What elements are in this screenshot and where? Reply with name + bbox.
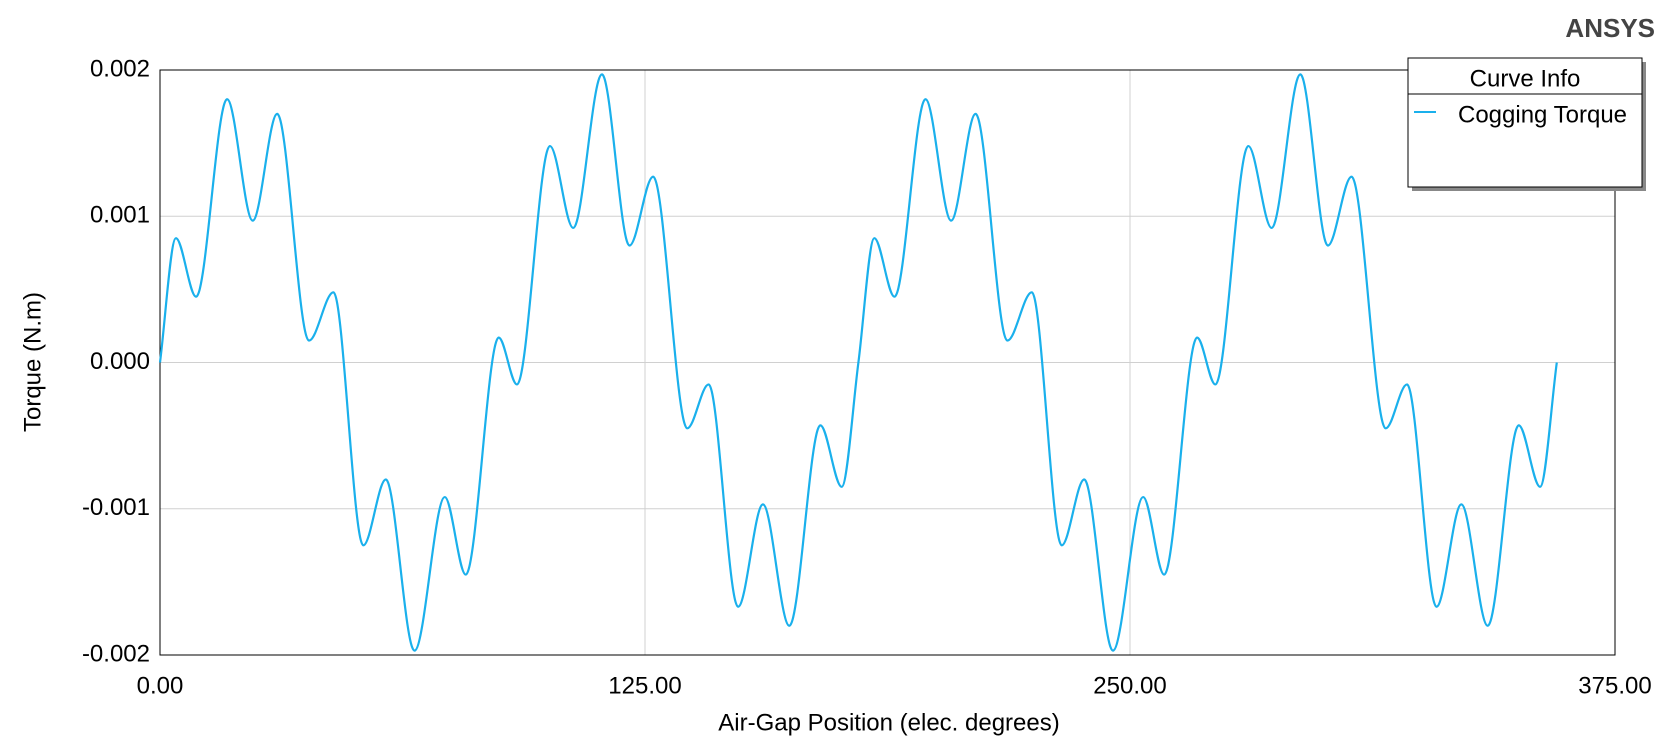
x-tick-label: 250.00 (1093, 672, 1166, 699)
brand: ANSYS (1565, 13, 1655, 43)
legend-box (1407, 57, 1643, 188)
y-tick-label: 0.000 (90, 348, 150, 375)
legend-title: Curve Info (1470, 65, 1581, 92)
y-tick-label: -0.002 (82, 640, 150, 667)
y-tick-label: -0.001 (82, 494, 150, 521)
x-tick-label: 125.00 (608, 672, 681, 699)
data-line (158, 73, 1558, 652)
x-tick-label: 0.00 (137, 672, 184, 699)
y-tick-label: 0.002 (90, 55, 150, 82)
x-tick-label: 375.00 (1578, 672, 1651, 699)
y-axis-label: Torque (N.m) (19, 292, 46, 432)
x-axis-label: Air-Gap Position (elec. degrees) (718, 709, 1059, 736)
y-tick-label: 0.001 (90, 202, 150, 229)
legend-label: Cogging Torque (1458, 101, 1627, 128)
